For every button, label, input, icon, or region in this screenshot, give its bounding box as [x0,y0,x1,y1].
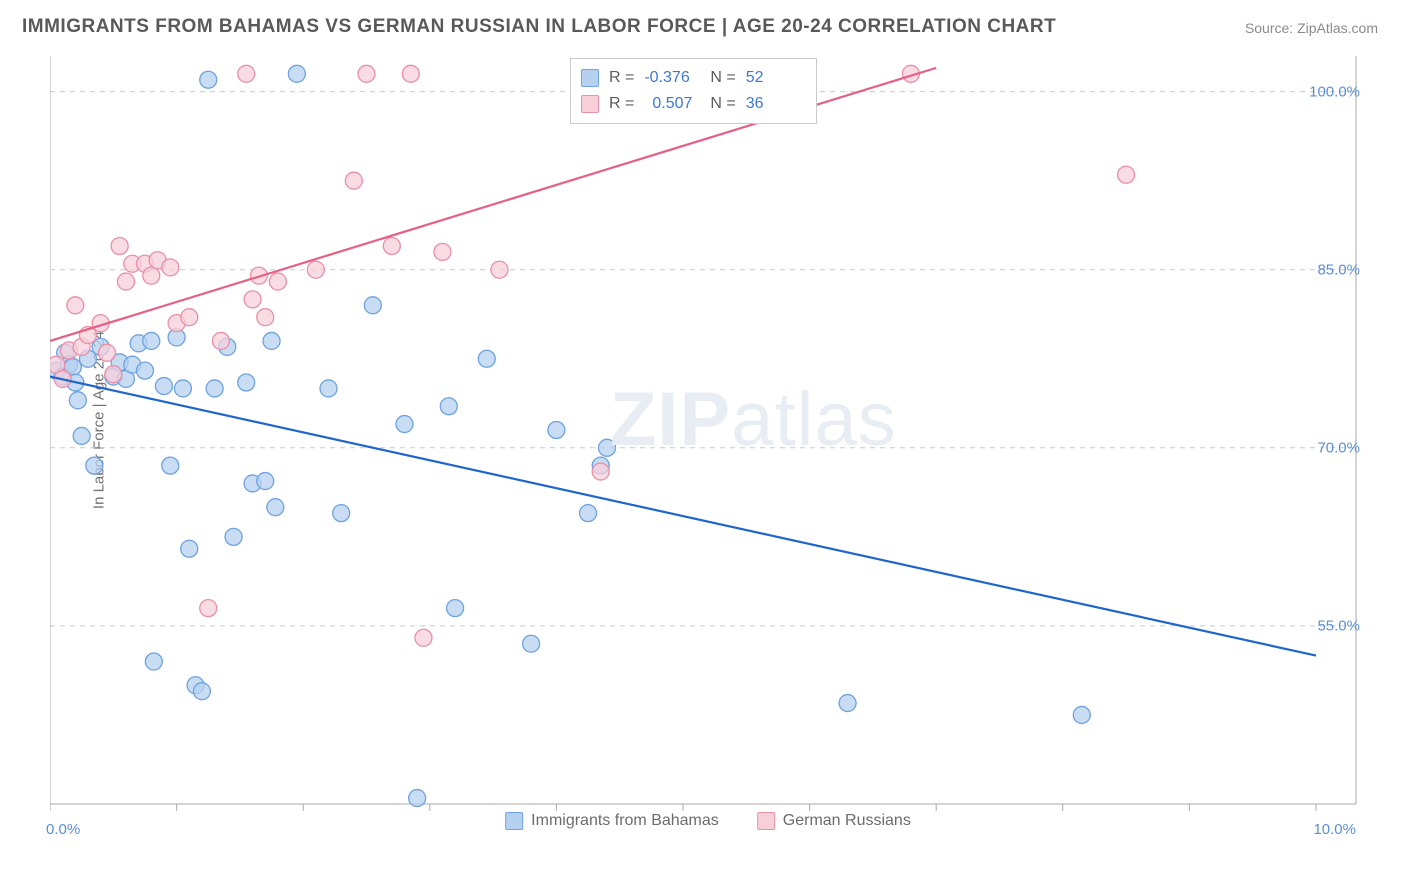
legend-swatch-blue [505,812,523,830]
y-tick: 55.0% [1317,617,1360,634]
source-attribution: Source: ZipAtlas.com [1245,20,1378,36]
chart-svg [50,56,1366,836]
legend-swatch-pink [757,812,775,830]
stat-n-1: 52 [746,69,802,87]
stat-n-2: 36 [746,95,802,113]
legend-label-1: Immigrants from Bahamas [531,812,719,830]
x-tick-max: 10.0% [1313,821,1356,838]
stats-row-2: R = 0.507 N = 36 [581,91,802,117]
legend-item-2: German Russians [757,812,911,830]
legend-label-2: German Russians [783,812,911,830]
legend-item-1: Immigrants from Bahamas [505,812,719,830]
y-tick: 70.0% [1317,439,1360,456]
stat-label-n: N = [710,95,735,113]
stats-row-1: R = -0.376 N = 52 [581,65,802,91]
y-tick: 85.0% [1317,261,1360,278]
x-tick-min: 0.0% [46,821,80,838]
legend-swatch-pink [581,95,599,113]
series-legend: Immigrants from Bahamas German Russians [505,812,911,830]
stats-legend: R = -0.376 N = 52 R = 0.507 N = 36 [570,58,817,124]
chart-plot-area: ZIPatlas 55.0%70.0%85.0%100.0% 0.0% 10.0… [50,56,1366,836]
stat-label-n: N = [710,69,735,87]
y-tick: 100.0% [1309,83,1360,100]
chart-title: IMMIGRANTS FROM BAHAMAS VS GERMAN RUSSIA… [22,16,1056,38]
legend-swatch-blue [581,69,599,87]
stat-label-r: R = [609,69,634,87]
stat-label-r: R = [609,95,634,113]
stat-r-2: 0.507 [644,95,700,113]
stat-r-1: -0.376 [644,69,700,87]
